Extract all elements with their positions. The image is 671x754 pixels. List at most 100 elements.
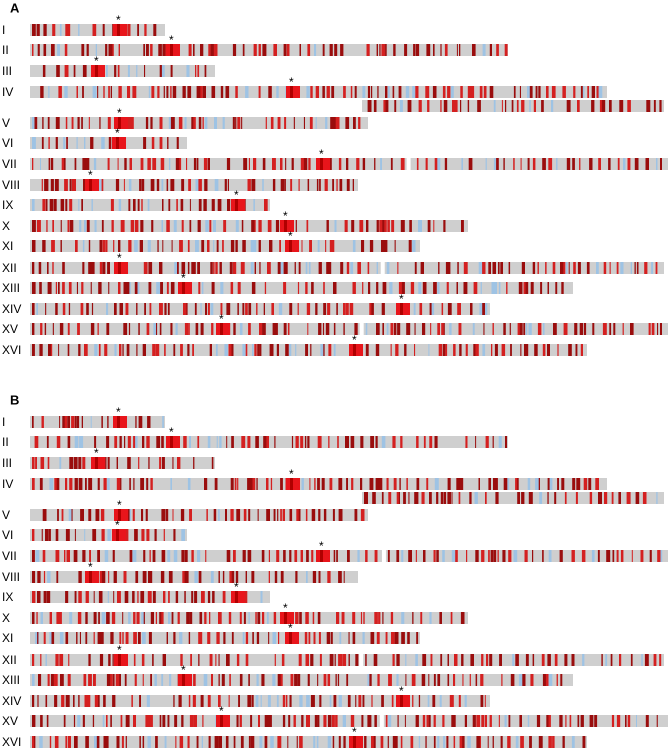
stripe bbox=[440, 492, 444, 504]
stripe bbox=[380, 736, 384, 748]
stripe bbox=[459, 44, 461, 56]
stripe bbox=[463, 262, 468, 274]
stripe bbox=[155, 612, 157, 624]
stripe bbox=[429, 436, 433, 448]
stripe bbox=[60, 674, 64, 686]
stripe bbox=[630, 654, 633, 666]
stripe bbox=[447, 303, 452, 315]
stripe bbox=[363, 612, 365, 624]
stripe bbox=[591, 86, 595, 98]
stripe bbox=[162, 44, 167, 56]
stripe bbox=[323, 509, 327, 521]
stripe bbox=[77, 715, 81, 727]
stripe bbox=[107, 591, 109, 603]
stripe bbox=[529, 86, 533, 98]
stripe bbox=[256, 478, 258, 490]
stripe bbox=[214, 736, 219, 748]
panel: BI*II*III*IV*V*VI*VII*VIII*IX*X*XI*XII*X… bbox=[2, 392, 668, 749]
stripe bbox=[241, 436, 246, 448]
stripe bbox=[369, 303, 372, 315]
stripe bbox=[645, 158, 649, 170]
stripe bbox=[318, 571, 321, 583]
stripe bbox=[630, 323, 634, 335]
stripe bbox=[110, 715, 112, 727]
stripe bbox=[97, 323, 99, 335]
stripe bbox=[338, 571, 342, 583]
stripe bbox=[396, 550, 400, 562]
stripe bbox=[161, 457, 165, 469]
stripe bbox=[356, 158, 360, 170]
stripe bbox=[447, 86, 451, 98]
stripe bbox=[41, 179, 43, 191]
stripe bbox=[79, 436, 84, 448]
stripe bbox=[476, 715, 481, 727]
stripe bbox=[47, 674, 50, 686]
stripe bbox=[556, 674, 558, 686]
stripe bbox=[118, 86, 122, 98]
stripe bbox=[85, 612, 88, 624]
stripe bbox=[59, 24, 62, 36]
stripe bbox=[400, 736, 403, 748]
stripe bbox=[503, 158, 505, 170]
stripe bbox=[73, 695, 75, 707]
stripe bbox=[251, 179, 256, 191]
stripe bbox=[209, 654, 213, 666]
stripe bbox=[54, 695, 58, 707]
stripe bbox=[559, 550, 563, 562]
stripe bbox=[36, 24, 40, 36]
centromere-core bbox=[118, 509, 121, 521]
stripe bbox=[247, 179, 251, 191]
stripe bbox=[49, 632, 52, 644]
stripe bbox=[189, 509, 192, 521]
stripe bbox=[74, 529, 76, 541]
stripe bbox=[489, 654, 493, 666]
stripe bbox=[216, 240, 219, 252]
stripe bbox=[161, 674, 164, 686]
stripe bbox=[651, 323, 655, 335]
stripe bbox=[133, 199, 136, 211]
stripe bbox=[571, 654, 575, 666]
stripe bbox=[475, 436, 477, 448]
stripe bbox=[452, 100, 455, 112]
stripe bbox=[583, 478, 588, 490]
stripe bbox=[437, 282, 440, 294]
stripe bbox=[268, 715, 272, 727]
stripe bbox=[58, 612, 62, 624]
stripe bbox=[299, 695, 303, 707]
stripe bbox=[218, 571, 220, 583]
stripe bbox=[127, 436, 131, 448]
stripe bbox=[619, 654, 622, 666]
panel: AI*II*III*IV*V*VI*VII*VIII*IX*X*XI*XII*X… bbox=[2, 0, 668, 357]
stripe bbox=[223, 632, 226, 644]
stripe bbox=[158, 44, 162, 56]
stripe bbox=[211, 282, 215, 294]
stripe bbox=[264, 736, 268, 748]
stripe bbox=[99, 262, 103, 274]
stripe bbox=[425, 158, 428, 170]
stripe bbox=[297, 674, 301, 686]
stripe bbox=[146, 436, 150, 448]
stripe bbox=[440, 100, 442, 112]
stripe bbox=[563, 323, 568, 335]
stripe bbox=[400, 158, 405, 170]
stripe bbox=[444, 44, 448, 56]
stripe bbox=[62, 416, 67, 428]
stripe bbox=[134, 220, 139, 232]
stripe bbox=[460, 100, 462, 112]
stripe bbox=[608, 158, 611, 170]
stripe bbox=[143, 137, 147, 149]
stripe bbox=[496, 44, 499, 56]
stripe bbox=[235, 220, 239, 232]
stripe bbox=[295, 220, 297, 232]
stripe bbox=[67, 436, 71, 448]
stripe bbox=[213, 509, 217, 521]
stripe bbox=[438, 262, 440, 274]
stripe bbox=[333, 550, 336, 562]
stripe bbox=[340, 44, 344, 56]
stripe bbox=[215, 262, 218, 274]
stripe bbox=[232, 117, 235, 129]
stripe bbox=[327, 303, 331, 315]
stripe bbox=[456, 44, 458, 56]
stripe bbox=[277, 674, 282, 686]
